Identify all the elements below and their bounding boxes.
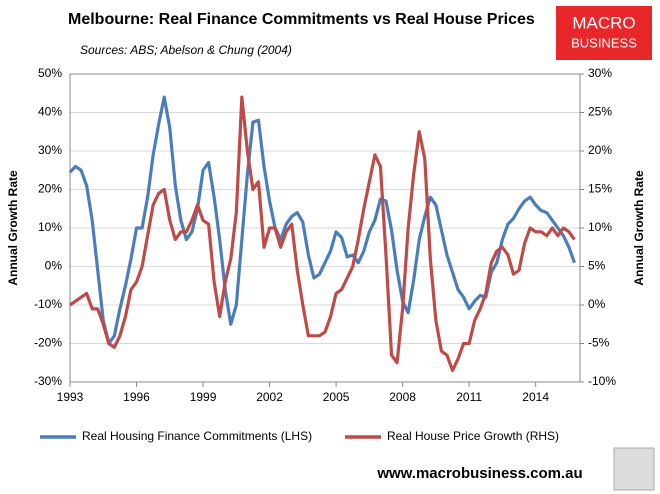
y2-axis-label: Annual Growth Rate <box>632 170 646 286</box>
x-tick-label: 1996 <box>123 390 150 404</box>
y-tick-label: 40% <box>38 105 62 119</box>
y-tick-label: -30% <box>34 374 62 388</box>
x-tick-label: 2011 <box>456 390 482 404</box>
logo-text: BUSINESS <box>571 35 637 50</box>
legend-label: Real House Price Growth (RHS) <box>387 429 559 443</box>
chart-subtitle: Sources: ABS; Abelson & Chung (2004) <box>80 43 292 57</box>
plot-frame <box>69 73 581 383</box>
y-tick-label: 0% <box>45 259 63 273</box>
y2-tick-label: 0% <box>588 297 606 311</box>
x-tick-label: 2002 <box>256 390 283 404</box>
data-line <box>69 95 576 373</box>
logo-text: MACRO <box>572 13 635 32</box>
x-tick-label: 1999 <box>190 390 217 404</box>
y-axis-label: Annual Growth Rate <box>6 170 20 286</box>
logo-box <box>556 6 652 60</box>
footer-url: www.macrobusiness.com.au <box>376 465 582 482</box>
y2-tick-label: 15% <box>588 182 612 196</box>
y2-tick-label: -5% <box>588 336 610 350</box>
y-tick-label: 20% <box>38 182 62 196</box>
y-tick-label: -10% <box>34 297 62 311</box>
y2-tick-label: 30% <box>588 66 612 80</box>
y-tick-label: 30% <box>38 143 62 157</box>
x-tick-label: 1993 <box>57 390 84 404</box>
x-tick-label: 2005 <box>323 390 350 404</box>
x-tick-label: 2008 <box>389 390 416 404</box>
x-tick-label: 2014 <box>522 390 549 404</box>
y2-tick-label: 25% <box>588 105 612 119</box>
y2-tick-label: 10% <box>588 220 612 234</box>
chart-title: Melbourne: Real Finance Commitments vs R… <box>68 11 535 28</box>
logo-icon <box>613 447 655 491</box>
y-tick-label: 50% <box>38 66 62 80</box>
y-tick-label: 10% <box>38 220 62 234</box>
y2-tick-label: -10% <box>588 374 616 388</box>
y2-tick-label: 20% <box>588 143 612 157</box>
y2-tick-label: 5% <box>588 259 606 273</box>
y-tick-label: -20% <box>34 336 62 350</box>
legend-label: Real Housing Finance Commitments (LHS) <box>82 429 312 443</box>
